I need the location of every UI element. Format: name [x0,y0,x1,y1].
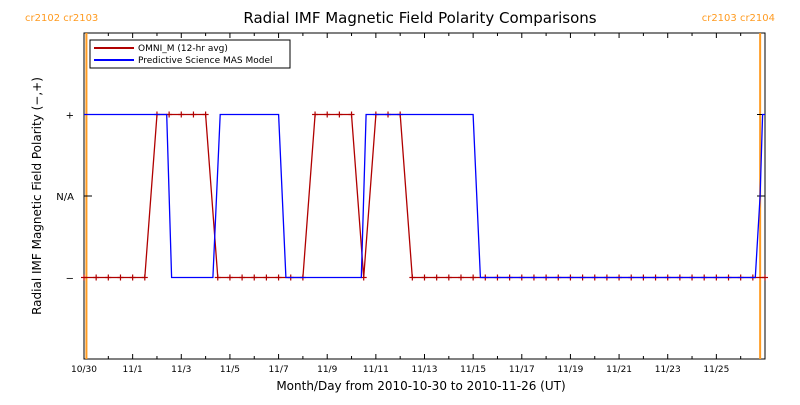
series-layer [81,111,768,281]
y-tick-label: N/A [56,192,74,203]
y-axis-label: Radial IMF Magnetic Field Polarity (−,+) [30,77,44,315]
data-point [117,274,124,281]
data-point [263,274,270,281]
legend: OMNI_M (12-hr avg) Predictive Science MA… [89,39,291,69]
x-tick-label: 11/17 [509,365,535,375]
data-point [336,111,343,118]
data-point [762,274,768,281]
data-point [214,274,221,281]
x-tick-label: 11/13 [412,365,438,375]
chart-title: Radial IMF Magnetic Field Polarity Compa… [243,9,596,27]
data-point [239,274,246,281]
data-point [275,274,282,281]
x-axis-label: Month/Day from 2010-10-30 to 2010-11-26 … [276,379,565,393]
x-tick-label: 11/3 [171,365,191,375]
data-point [457,274,464,281]
carrington-markers [85,33,762,359]
data-point [445,274,452,281]
x-tick-label: 11/5 [220,365,240,375]
x-tick-label: 11/1 [123,365,143,375]
data-point [348,111,355,118]
data-point [312,111,319,118]
data-point [93,274,100,281]
data-point [105,274,112,281]
data-point [421,274,428,281]
x-tick-label: 11/19 [557,365,583,375]
x-tick-label: 11/7 [268,365,288,375]
data-point [190,111,197,118]
x-tick-label: 11/25 [703,365,729,375]
data-point [324,111,331,118]
series-line-omni [84,113,765,279]
x-tick-label: 11/21 [606,365,632,375]
data-point [470,274,477,281]
y-tick-label: + [66,111,74,122]
data-point [202,111,209,118]
y-tick-label: − [66,274,74,285]
data-point [226,274,233,281]
x-tick-label: 11/23 [655,365,681,375]
data-point [433,274,440,281]
carrington-rotation-labels: cr2102 cr2103 cr2103 cr2104 [25,13,775,24]
legend-box [89,39,291,69]
legend-label-omni: OMNI_M (12-hr avg) [138,44,228,54]
x-tick-label: 10/30 [71,365,97,375]
series-line-mas [84,113,765,279]
data-point [141,274,148,281]
x-tick-label: 11/15 [460,365,486,375]
data-point [409,274,416,281]
data-point [251,274,258,281]
data-point [178,111,185,118]
x-tick-label: 11/9 [317,365,337,375]
plot-frame [83,32,766,360]
data-point [129,274,136,281]
legend-label-mas: Predictive Science MAS Model [138,56,273,66]
x-tick-label: 11/11 [363,365,389,375]
x-axis-ticks: 10/30 11/1 11/3 11/5 11/7 11/9 11/11 11/13 11/15… [71,33,742,375]
carrington-label: cr2103 cr2104 [702,13,775,24]
carrington-label: cr2102 cr2103 [25,13,98,24]
data-point [81,274,87,281]
